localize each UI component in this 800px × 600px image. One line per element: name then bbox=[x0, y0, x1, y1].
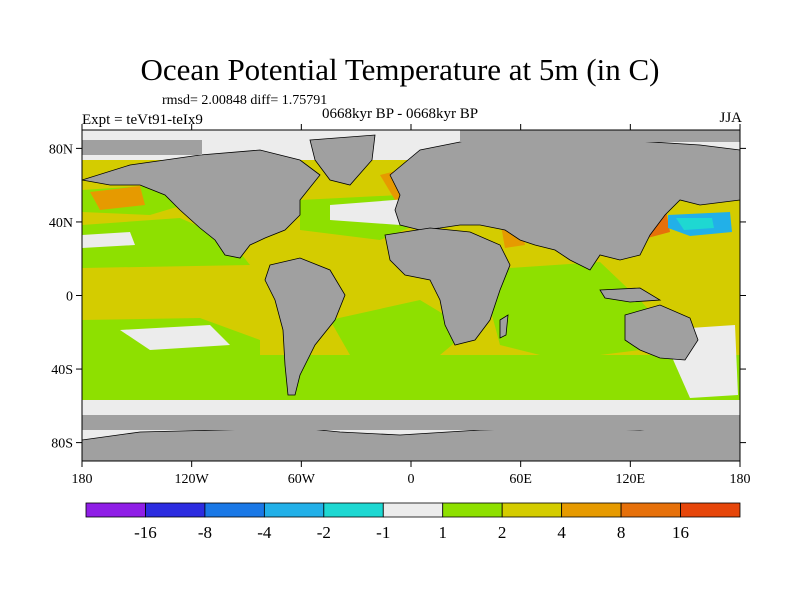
colorbar-swatch bbox=[620, 502, 681, 518]
colorbar-swatch bbox=[263, 502, 325, 518]
land-masses bbox=[82, 134, 740, 461]
warm-patch-north-pacific bbox=[90, 186, 145, 210]
colorbar-label: 8 bbox=[617, 523, 626, 542]
lon-tick-label: 180 bbox=[730, 472, 751, 487]
colorbar: -16 -8 -4 -2 -1 1 2 4 8 16 bbox=[85, 502, 741, 542]
colorbar-label: -2 bbox=[317, 523, 331, 542]
longitude-axis: 180 120W 60W 0 60E 120E 180 bbox=[72, 124, 751, 487]
colorbar-swatch bbox=[145, 502, 206, 518]
colorbar-swatch bbox=[561, 502, 622, 518]
no-data-arctic-east bbox=[460, 130, 740, 142]
greenland bbox=[309, 134, 376, 186]
lat-tick-label: 80S bbox=[51, 437, 73, 452]
lat-tick-label: 80N bbox=[49, 142, 73, 157]
latitude-axis: 80N 40N 0 40S 80S bbox=[49, 142, 746, 452]
no-data-areas bbox=[82, 130, 740, 430]
lon-tick-label: 60W bbox=[288, 472, 316, 487]
lat-tick-label: 40N bbox=[49, 216, 73, 231]
neutral-patch-east-pacific bbox=[82, 232, 135, 248]
map-field bbox=[82, 130, 740, 461]
no-data-southern bbox=[82, 415, 740, 430]
colorbar-swatch bbox=[204, 502, 265, 518]
indonesia bbox=[599, 287, 662, 303]
colorbar-label: -16 bbox=[134, 523, 157, 542]
lon-tick-label: 120E bbox=[616, 472, 646, 487]
time-period: 0668kyr BP - 0668kyr BP bbox=[321, 106, 479, 122]
colorbar-label: -4 bbox=[257, 523, 272, 542]
neutral-patch-south-pacific bbox=[120, 325, 230, 350]
colorbar-swatch bbox=[323, 502, 384, 518]
season-label: JJA bbox=[719, 110, 742, 126]
experiment-label: Expt = teVt91-teIx9 bbox=[82, 112, 203, 128]
colorbar-label: -1 bbox=[376, 523, 390, 542]
lat-tick-label: 40S bbox=[51, 363, 73, 378]
ocean-patch-atlantic-south bbox=[330, 300, 470, 355]
no-data-arctic-west bbox=[82, 140, 202, 155]
colorbar-swatch bbox=[85, 502, 146, 518]
africa bbox=[384, 227, 511, 346]
madagascar bbox=[499, 314, 509, 339]
lon-tick-label: 60E bbox=[509, 472, 532, 487]
colorbar-label: 1 bbox=[438, 523, 447, 542]
lat-tick-label: 0 bbox=[66, 290, 73, 305]
lon-tick-label: 120W bbox=[175, 472, 210, 487]
map-title: Ocean Potential Temperature at 5m (in C) bbox=[140, 52, 660, 87]
ocean-band-southern bbox=[82, 355, 740, 405]
colorbar-label: -8 bbox=[198, 523, 212, 542]
colorbar-label: 4 bbox=[557, 523, 566, 542]
lon-tick-label: 0 bbox=[408, 472, 415, 487]
cold-patch-kuroshio-core bbox=[676, 218, 714, 230]
colorbar-label: 16 bbox=[672, 523, 689, 542]
lon-tick-label: 180 bbox=[72, 472, 93, 487]
colorbar-label: 2 bbox=[498, 523, 507, 542]
colorbar-swatch bbox=[680, 502, 741, 518]
colorbar-swatch bbox=[501, 502, 563, 518]
rmsd-diff-stats: rmsd= 2.00848 diff= 1.75791 bbox=[162, 93, 328, 108]
north-america bbox=[82, 149, 321, 259]
australia bbox=[624, 304, 699, 361]
colorbar-swatch bbox=[382, 502, 444, 518]
south-america bbox=[264, 257, 346, 396]
colorbar-swatch bbox=[442, 502, 503, 518]
